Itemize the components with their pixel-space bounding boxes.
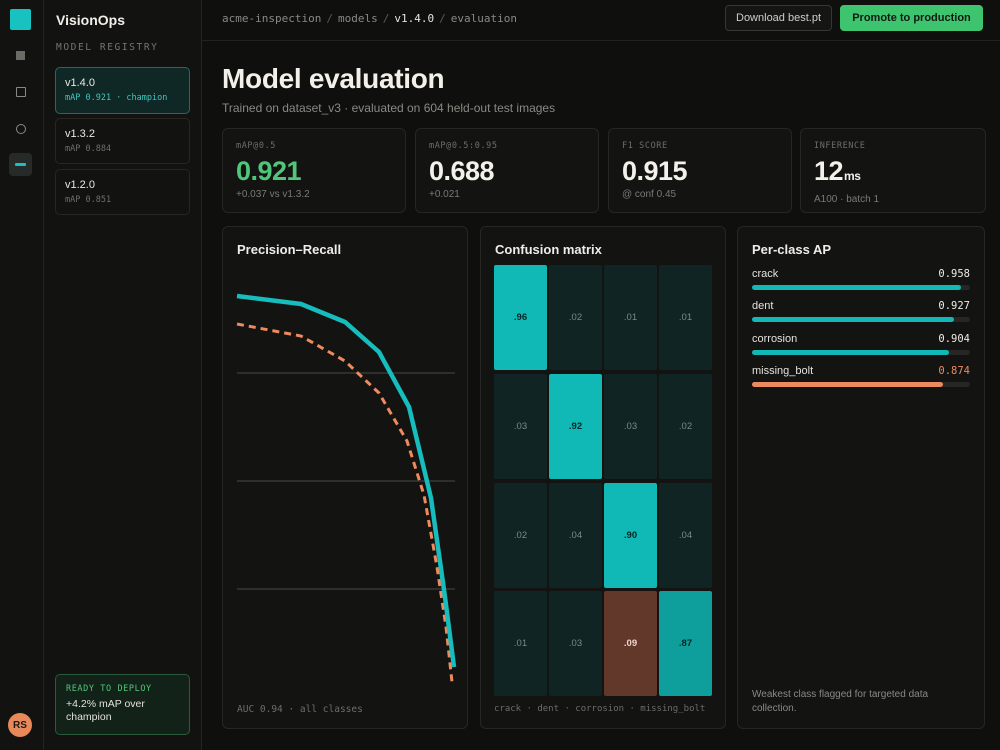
pr-footer: AUC 0.94 · all classes — [237, 704, 363, 715]
kpi-value: 0.921 — [236, 156, 302, 186]
download-button[interactable]: Download best.pt — [725, 5, 832, 31]
pr-curve-previous — [236, 322, 454, 683]
kpi-value: 12ms — [814, 156, 861, 186]
kpi-card-inference: INFERENCE 12ms A100 · batch 1 — [800, 128, 986, 213]
cm-cell: .92 — [549, 374, 602, 479]
panel-title: Confusion matrix — [495, 242, 602, 257]
kpi-card-map50: mAP@0.5 0.921 +0.037 vs v1.3.2 — [222, 128, 406, 213]
logo-icon — [10, 9, 31, 30]
page-subtitle: Trained on dataset_v3 · evaluated on 604… — [222, 101, 556, 115]
panel-title: Precision–Recall — [237, 242, 342, 257]
kpi-card-map5095: mAP@0.5:0.95 0.688 +0.021 — [415, 128, 599, 213]
pr-panel: Precision–Recall AUC 0.94 · all classes — [222, 226, 468, 729]
model-map: mAP 0.851 — [65, 195, 112, 205]
box-icon[interactable] — [9, 80, 32, 103]
kpi-note: @ conf 0.45 — [622, 189, 677, 200]
kpi-value: 0.915 — [622, 156, 688, 186]
model-name: v1.4.0 — [65, 77, 95, 89]
ap-row-corrosion: corrosion 0.904 — [752, 333, 970, 363]
cm-cell: .96 — [494, 265, 547, 370]
cm-cell: .02 — [494, 483, 547, 588]
cm-cell: .02 — [659, 374, 712, 479]
model-item-v1-2-0[interactable]: v1.2.0 mAP 0.851 — [55, 169, 190, 215]
ap-bar-track — [752, 317, 970, 322]
pr-curve-current — [236, 293, 457, 668]
section-label: MODEL REGISTRY — [56, 42, 159, 53]
model-map: mAP 0.884 — [65, 144, 112, 154]
model-item-v1-4-0[interactable]: v1.4.0 mAP 0.921 · champion — [55, 67, 190, 114]
ap-bar-track — [752, 382, 970, 387]
breadcrumb-item[interactable]: acme-inspection — [222, 12, 322, 25]
ap-class-name: dent — [752, 300, 774, 312]
ap-bar-track — [752, 285, 970, 290]
ap-bar-fill — [752, 350, 950, 355]
circle-icon[interactable] — [9, 117, 32, 140]
kpi-label: INFERENCE — [814, 141, 866, 151]
cm-cell: .04 — [549, 483, 602, 588]
breadcrumb: acme-inspection / models / v1.4.0/evaluation — [222, 12, 517, 25]
cm-cell: .03 — [494, 374, 547, 479]
cm-cell: .03 — [604, 374, 657, 479]
deploy-callout: READY TO DEPLOY +4.2% mAP over champion — [55, 674, 190, 735]
dash-icon[interactable] — [9, 153, 32, 176]
cm-cell: .03 — [549, 591, 602, 696]
kpi-note: +0.037 vs v1.3.2 — [236, 189, 310, 200]
deploy-text: +4.2% mAP over champion — [66, 698, 145, 723]
page-title: Model evaluation — [222, 63, 445, 94]
sidebar: VisionOps MODEL REGISTRY v1.4.0 mAP 0.92… — [44, 0, 202, 750]
confusion-panel: Confusion matrix .96 .02 .01 .01 .03 .92… — [480, 226, 726, 729]
ap-class-name: corrosion — [752, 333, 798, 345]
breadcrumb-item[interactable]: v1.4.0 — [394, 12, 435, 25]
confusion-footer: crack · dent · corrosion · missing_bolt — [494, 704, 706, 714]
pr-chart — [236, 293, 457, 683]
ap-bar-fill — [752, 317, 955, 322]
model-map: mAP 0.921 · champion — [65, 93, 168, 103]
panel-title: Per-class AP — [752, 242, 832, 257]
cm-cell: .90 — [604, 483, 657, 588]
ap-class-name: missing_bolt — [752, 365, 814, 377]
avatar[interactable]: RS — [8, 713, 32, 737]
ap-row-crack: crack 0.958 — [752, 268, 970, 298]
ap-row-dent: dent 0.927 — [752, 300, 970, 330]
ap-value: 0.927 — [938, 300, 970, 312]
cm-cell: .04 — [659, 483, 712, 588]
kpi-value: 0.688 — [429, 156, 495, 186]
kpi-card-f1: F1 SCORE 0.915 @ conf 0.45 — [608, 128, 792, 213]
ap-bar-fill — [752, 382, 943, 387]
promote-button[interactable]: Promote to production — [840, 5, 983, 31]
cm-cell: .01 — [604, 265, 657, 370]
kpi-label: mAP@0.5:0.95 — [429, 141, 498, 151]
top-bar: acme-inspection / models / v1.4.0/evaluation… — [202, 0, 1000, 41]
cm-cell: .01 — [659, 265, 712, 370]
deploy-label: READY TO DEPLOY — [66, 684, 152, 694]
kpi-label: mAP@0.5 — [236, 141, 277, 151]
ap-bar-fill — [752, 285, 961, 290]
ap-class-name: crack — [752, 268, 779, 280]
ap-value: 0.958 — [938, 268, 970, 280]
cm-cell: .09 — [604, 591, 657, 696]
model-name: v1.2.0 — [65, 179, 95, 191]
grid-icon[interactable] — [9, 44, 32, 67]
kpi-label: F1 SCORE — [622, 141, 668, 151]
cm-cell: .01 — [494, 591, 547, 696]
cm-cell: .87 — [659, 591, 712, 696]
ap-row-missing-bolt: missing_bolt 0.874 — [752, 365, 970, 395]
model-item-v1-3-2[interactable]: v1.3.2 mAP 0.884 — [55, 118, 190, 164]
per-class-panel: Per-class AP crack 0.958 dent 0.927 corr… — [737, 226, 985, 729]
kpi-note: +0.021 — [429, 189, 460, 200]
model-name: v1.3.2 — [65, 128, 95, 140]
cm-cell: .02 — [549, 265, 602, 370]
per-class-footer: Weakest class flagged for targeted data … — [752, 689, 929, 714]
kpi-note: A100 · batch 1 — [814, 194, 880, 205]
breadcrumb-item[interactable]: models — [337, 12, 378, 25]
app-name: VisionOps — [56, 12, 125, 28]
icon-rail: RS — [0, 0, 44, 750]
ap-value: 0.874 — [938, 365, 970, 377]
ap-value: 0.904 — [938, 333, 970, 345]
breadcrumb-item: evaluation — [450, 12, 517, 25]
ap-bar-track — [752, 350, 970, 355]
